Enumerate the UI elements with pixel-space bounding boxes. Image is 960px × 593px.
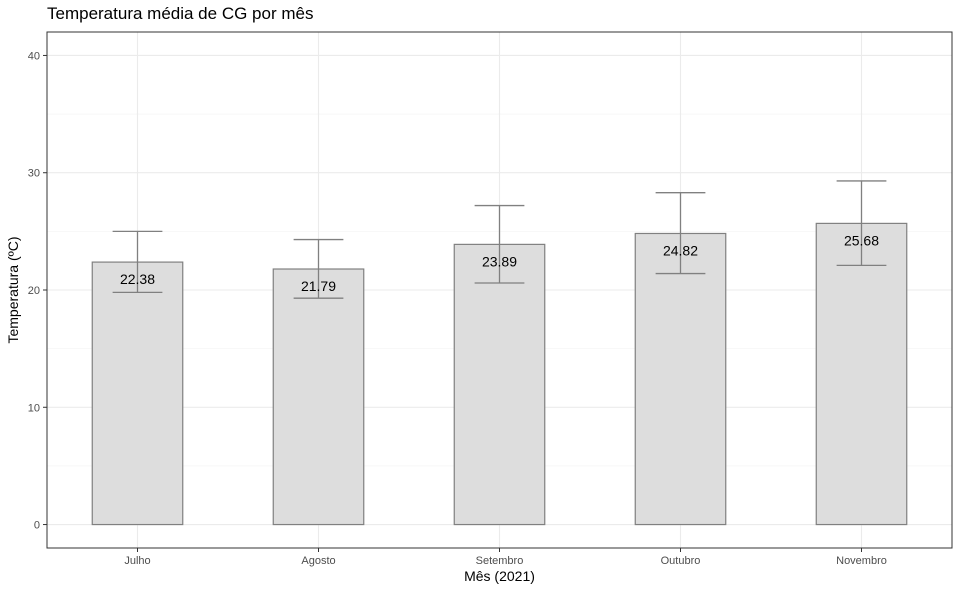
bar-outubro [634,232,727,526]
bar-novembro [815,222,908,526]
x-tick-label: Outubro [661,555,701,567]
chart-title: Temperatura média de CG por mês [47,4,314,23]
y-axis-title: Temperatura (ºC) [5,236,21,343]
error-bar [112,230,163,293]
y-tick-label: 30 [28,168,40,180]
y-tick-label: 40 [28,50,40,62]
x-axis-title: Mês (2021) [464,568,535,584]
y-tick-label: 20 [28,285,40,297]
error-bar [836,180,887,267]
bar-julho [91,261,184,526]
data-label: 21.79 [301,278,336,294]
bar-agosto [272,268,365,526]
error-bar [293,238,344,299]
y-tick-label: 0 [34,520,40,532]
y-axis-ticks: 0 10 20 30 40 [28,50,47,532]
x-axis-ticks: Julho Agosto Setembro Outubro Novembro [124,548,887,567]
data-label: 25.68 [844,232,879,248]
y-tick-label: 10 [28,402,40,414]
x-tick-label: Novembro [836,555,887,567]
bars [91,222,908,526]
x-tick-label: Agosto [301,555,335,567]
bar-setembro [453,243,546,526]
error-bars [112,180,887,299]
x-tick-label: Setembro [476,555,524,567]
error-bar [655,192,706,275]
data-label: 24.82 [663,242,698,258]
data-labels: 22.38 21.79 23.89 24.82 25.68 [120,232,879,294]
x-tick-label: Julho [124,555,150,567]
data-label: 23.89 [482,253,517,269]
data-label: 22.38 [120,271,155,287]
error-bar [474,204,525,284]
